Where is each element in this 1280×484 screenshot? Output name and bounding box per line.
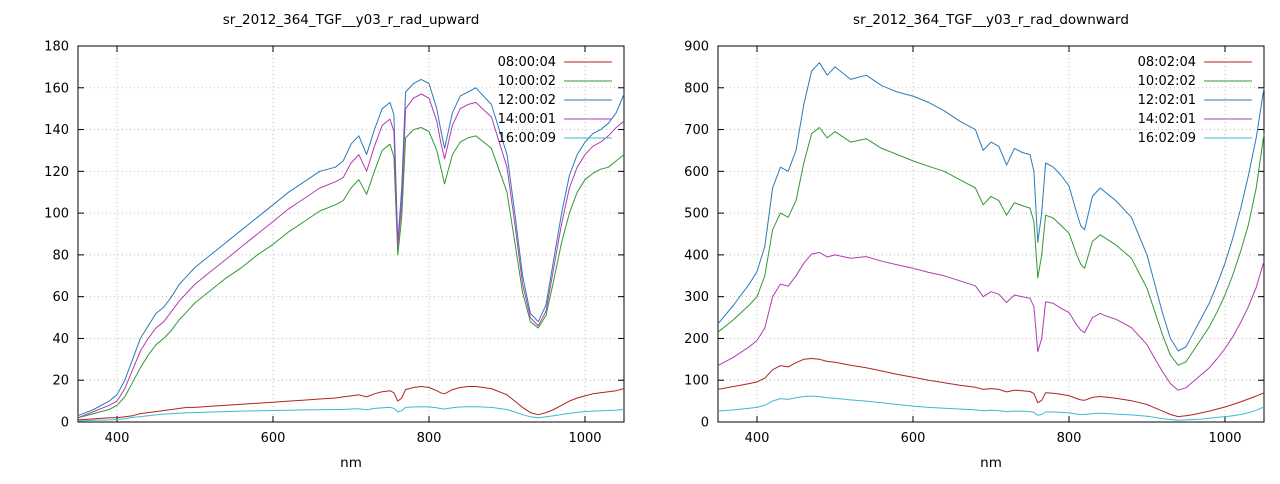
y-tick-label: 800: [684, 81, 709, 96]
x-tick-label: 600: [901, 431, 926, 446]
x-tick-label: 600: [261, 431, 286, 446]
plot-border: [77, 45, 625, 423]
chart-title: sr_2012_364_TGF__y03_r_rad_downward: [853, 12, 1129, 28]
series-line-08:02:04: [717, 358, 1265, 418]
legend-label: 14:00:01: [498, 112, 556, 127]
legend-label: 16:02:09: [1138, 131, 1196, 146]
y-tick-label: 400: [684, 248, 709, 263]
y-tick-label: 500: [684, 207, 709, 222]
series-line-14:02:01: [717, 251, 1265, 391]
chart-title: sr_2012_364_TGF__y03_r_rad_upward: [223, 12, 480, 28]
legend-label: 08:02:04: [1138, 55, 1196, 70]
y-tick-label: 600: [684, 165, 709, 180]
legend-label: 12:00:02: [498, 93, 556, 108]
x-tick-label: 800: [417, 431, 442, 446]
series-line-10:00:02: [77, 127, 625, 419]
x-tick-label: 400: [105, 431, 130, 446]
legend-label: 10:02:02: [1138, 74, 1196, 89]
y-tick-label: 900: [684, 40, 709, 55]
y-tick-label: 200: [684, 332, 709, 347]
x-tick-label: 1000: [1208, 431, 1241, 446]
y-tick-label: 700: [684, 123, 709, 138]
series-line-14:00:01: [77, 93, 625, 419]
series-line-10:02:02: [717, 127, 1265, 366]
legend-label: 12:02:01: [1138, 93, 1196, 108]
y-tick-label: 100: [684, 374, 709, 389]
chart-rad-upward: 0 20 40 60 80 100 120 140 160 180 400 600 800 1000 sr_…: [0, 0, 640, 480]
y-tick-label: 160: [44, 81, 69, 96]
series-line-16:02:09: [717, 395, 1265, 421]
y-tick-label: 60: [52, 290, 69, 305]
y-tick-label: 0: [61, 416, 69, 431]
series-line-16:00:09: [77, 406, 625, 422]
legend-label: 14:02:01: [1138, 112, 1196, 127]
y-tick-label: 180: [44, 40, 69, 55]
legend-label: 10:00:02: [498, 74, 556, 89]
series-line-12:00:02: [77, 78, 625, 417]
y-tick-label: 0: [701, 416, 709, 431]
grid-lines: [78, 46, 624, 422]
x-tick-label: 800: [1057, 431, 1082, 446]
series-line-12:02:01: [717, 62, 1265, 352]
y-tick-label: 100: [44, 207, 69, 222]
y-tick-label: 300: [684, 290, 709, 305]
y-tick-label: 140: [44, 123, 69, 138]
legend: 08:00:04 10:00:02 12:00:02 14:00:01 16:00:09: [498, 55, 612, 146]
series-line-08:00:04: [77, 386, 625, 421]
grid-lines: [718, 46, 1264, 422]
x-axis-label: nm: [340, 455, 362, 471]
y-tick-label: 20: [52, 374, 69, 389]
y-tick-label: 80: [52, 248, 69, 263]
downward-plot-canvas: 0 100 200 300 400 500 600 700 800 900 400 600 800 100…: [684, 12, 1265, 471]
legend-label: 16:00:09: [498, 131, 556, 146]
upward-plot-canvas: 0 20 40 60 80 100 120 140 160 180 400 600 800 1000 sr_…: [44, 12, 625, 471]
x-tick-label: 400: [745, 431, 770, 446]
legend: 08:02:04 10:02:02 12:02:01 14:02:01 16:02:09: [1138, 55, 1252, 146]
y-tick-label: 40: [52, 332, 69, 347]
plot-border: [717, 45, 1265, 423]
y-tick-label: 120: [44, 165, 69, 180]
chart-rad-downward: 0 100 200 300 400 500 600 700 800 900 400 600 800 100…: [640, 0, 1280, 480]
legend-label: 08:00:04: [498, 55, 556, 70]
x-axis-label: nm: [980, 455, 1002, 471]
x-tick-label: 1000: [568, 431, 601, 446]
